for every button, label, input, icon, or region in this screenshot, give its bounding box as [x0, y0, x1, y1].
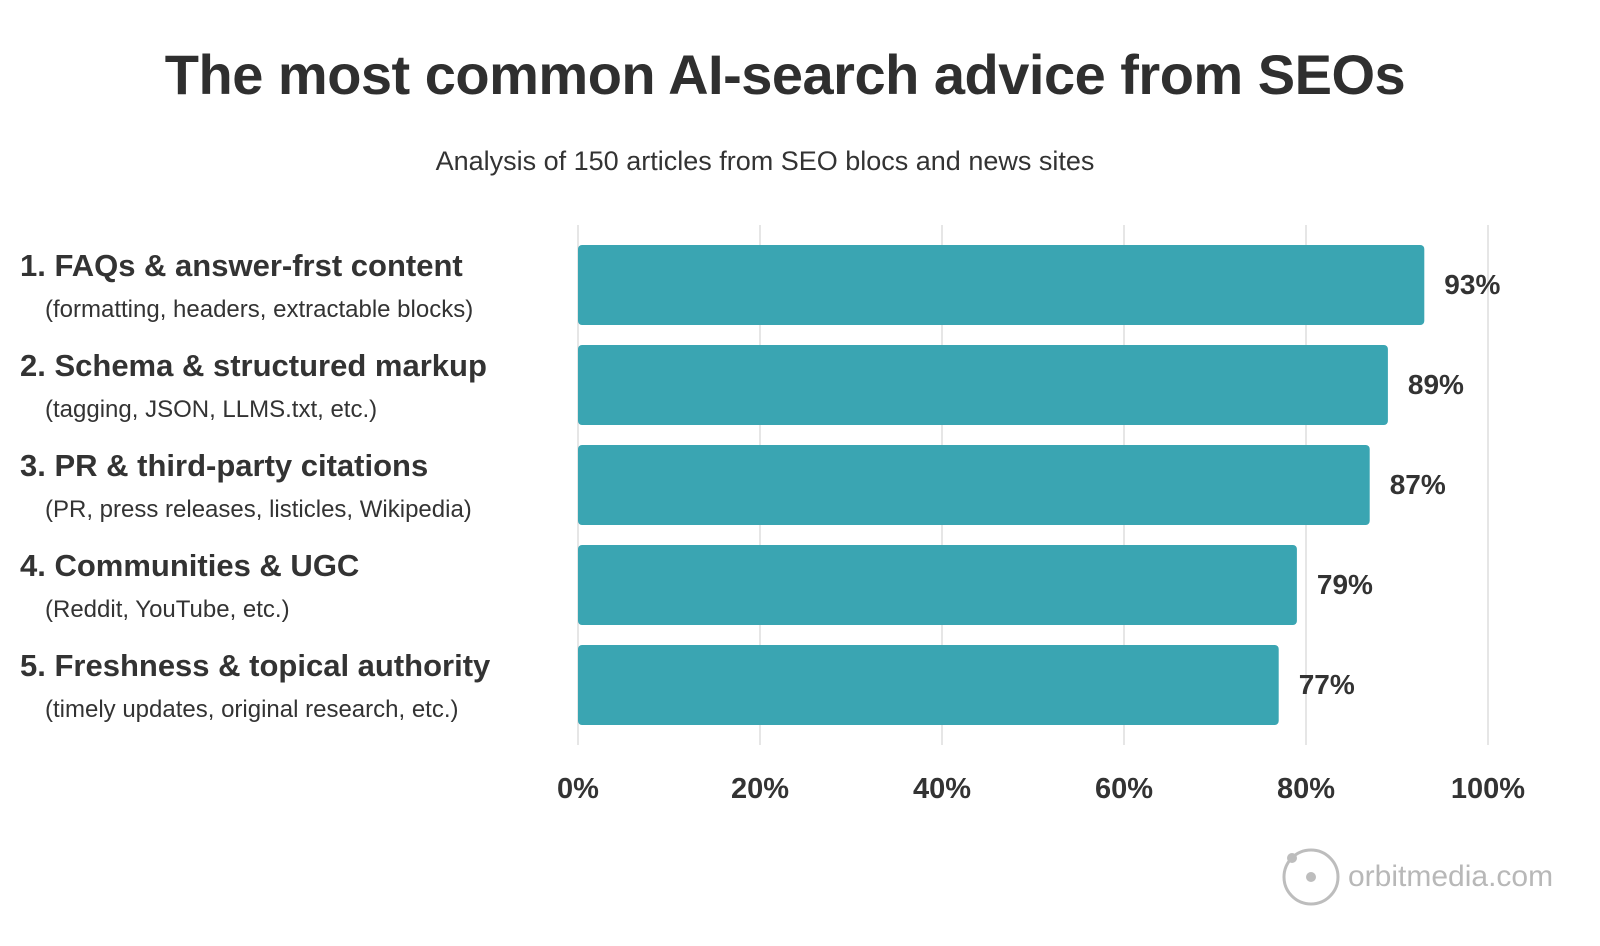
bar: [578, 545, 1297, 625]
category-label: 5. Freshness & topical authority: [20, 648, 491, 683]
chart-title: The most common AI-search advice from SE…: [164, 43, 1406, 106]
category-label: 4. Communities & UGC: [20, 548, 359, 583]
category-sublabel: (tagging, JSON, LLMS.txt, etc.): [45, 396, 377, 423]
orbitmedia-logo: orbitmedia.com: [1280, 846, 1553, 908]
bar: [578, 245, 1425, 325]
data-label: 79%: [1317, 569, 1373, 600]
category-label: 3. PR & third-party citations: [20, 448, 428, 483]
category-label: 1. FAQs & answer-frst content: [20, 248, 463, 283]
x-tick-label: 100%: [1451, 773, 1525, 805]
x-tick-label: 40%: [913, 773, 971, 805]
bar: [578, 445, 1370, 525]
chart-subtitle: Analysis of 150 articles from SEO blocs …: [435, 146, 1095, 176]
data-label: 77%: [1299, 669, 1355, 700]
data-label: 89%: [1408, 369, 1464, 400]
x-tick-label: 0%: [557, 773, 599, 805]
bar: [578, 345, 1388, 425]
x-tick-label: 80%: [1277, 773, 1335, 805]
category-sublabel: (Reddit, YouTube, etc.): [45, 596, 290, 623]
category-sublabel: (PR, press releases, listicles, Wikipedi…: [45, 496, 472, 523]
logo-text: orbitmedia.com: [1348, 860, 1554, 893]
bar: [578, 645, 1279, 725]
category-sublabel: (formatting, headers, extractable blocks…: [45, 296, 473, 323]
category-sublabel: (timely updates, original research, etc.…: [45, 696, 459, 723]
orbit-logo-icon: [1282, 848, 1340, 906]
x-tick-label: 60%: [1095, 773, 1153, 805]
data-label: 87%: [1390, 469, 1446, 500]
category-label: 2. Schema & structured markup: [20, 348, 487, 383]
data-label: 93%: [1444, 269, 1500, 300]
x-tick-label: 20%: [731, 773, 789, 805]
